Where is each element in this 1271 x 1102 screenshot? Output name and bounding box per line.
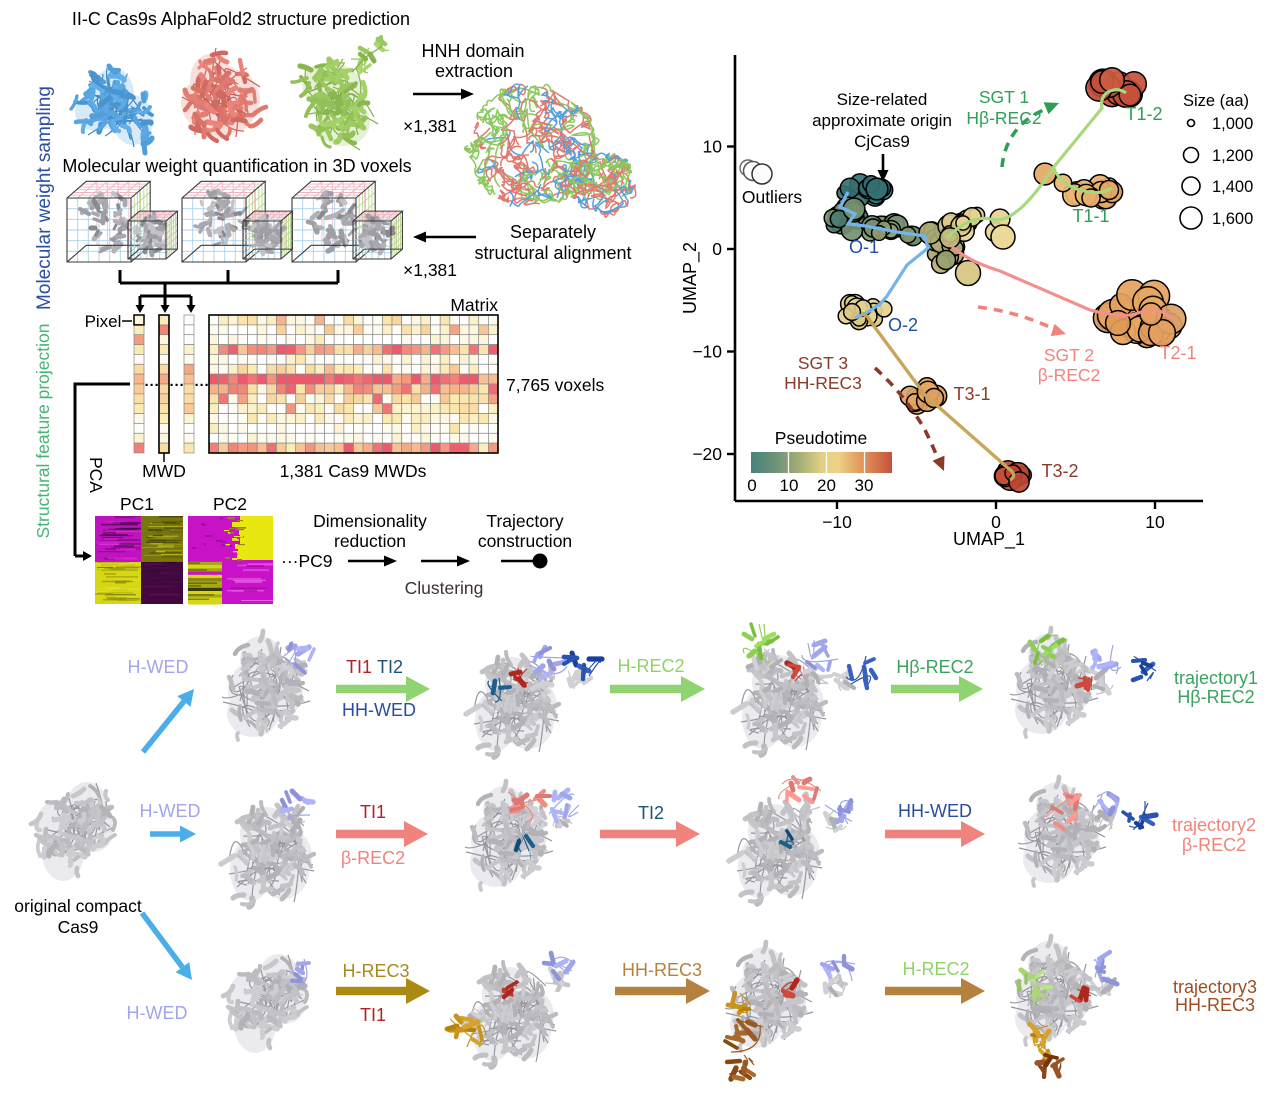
svg-text:TI2: TI2 <box>377 657 403 677</box>
svg-text:1,600: 1,600 <box>1212 210 1253 228</box>
svg-text:···PC9: ···PC9 <box>281 551 333 571</box>
svg-text:PCA: PCA <box>86 457 106 493</box>
svg-text:H-REC3: H-REC3 <box>342 961 409 981</box>
svg-text:Molecular weight sampling: Molecular weight sampling <box>34 86 55 310</box>
svg-text:Pseudotime: Pseudotime <box>775 428 867 448</box>
svg-text:H-REC2: H-REC2 <box>617 656 684 676</box>
svg-text:T3-1: T3-1 <box>953 384 990 404</box>
svg-text:Trajectory: Trajectory <box>486 511 563 531</box>
svg-text:T2-1: T2-1 <box>1159 343 1196 363</box>
svg-text:PC2: PC2 <box>213 494 247 514</box>
svg-text:×1,381: ×1,381 <box>403 116 457 136</box>
svg-text:1,400: 1,400 <box>1212 178 1253 196</box>
svg-text:T1-1: T1-1 <box>1072 206 1109 226</box>
svg-text:TI2: TI2 <box>638 803 664 823</box>
svg-text:7,765 voxels: 7,765 voxels <box>506 375 605 395</box>
svg-text:construction: construction <box>478 531 572 551</box>
svg-text:Outliers: Outliers <box>742 187 803 207</box>
svg-text:HH-WED: HH-WED <box>898 801 972 821</box>
svg-text:O-1: O-1 <box>849 237 879 257</box>
svg-text:O-2: O-2 <box>888 315 918 335</box>
svg-text:UMAP_1: UMAP_1 <box>953 529 1025 550</box>
svg-text:0: 0 <box>747 476 756 495</box>
svg-text:T3-2: T3-2 <box>1041 461 1078 481</box>
svg-text:Size (aa): Size (aa) <box>1183 92 1249 110</box>
svg-text:30: 30 <box>855 476 874 495</box>
svg-text:approximate origin: approximate origin <box>812 111 952 130</box>
svg-text:HH-REC3: HH-REC3 <box>1175 995 1255 1015</box>
svg-text:TI1: TI1 <box>346 657 372 677</box>
svg-text:···: ··· <box>195 377 210 394</box>
svg-text:0: 0 <box>712 239 722 259</box>
svg-text:···: ··· <box>170 377 185 394</box>
svg-text:β-REC2: β-REC2 <box>1038 365 1101 385</box>
svg-text:MWD: MWD <box>142 461 186 481</box>
svg-text:CjCas9: CjCas9 <box>854 132 910 151</box>
svg-text:10: 10 <box>1145 512 1165 532</box>
svg-text:original compact: original compact <box>14 896 142 916</box>
svg-text:Structural feature projection: Structural feature projection <box>33 324 53 539</box>
svg-text:UMAP_2: UMAP_2 <box>680 242 701 314</box>
svg-text:II-C Cas9s AlphaFold2 structur: II-C Cas9s AlphaFold2 structure predicti… <box>72 9 410 29</box>
svg-text:10: 10 <box>780 476 799 495</box>
svg-text:Pixel: Pixel <box>85 312 122 331</box>
svg-text:Hβ-REC2: Hβ-REC2 <box>1177 687 1254 707</box>
svg-text:HH-REC3: HH-REC3 <box>784 373 862 393</box>
svg-text:1,200: 1,200 <box>1212 147 1253 165</box>
svg-text:H-WED: H-WED <box>140 801 201 821</box>
svg-text:H-REC2: H-REC2 <box>902 959 969 979</box>
svg-text:PC1: PC1 <box>120 494 154 514</box>
svg-text:TI1: TI1 <box>360 802 386 822</box>
svg-text:structural alignment: structural alignment <box>474 243 631 263</box>
svg-text:Molecular weight quantificatio: Molecular weight quantification in 3D vo… <box>62 156 411 176</box>
svg-text:1,381 Cas9 MWDs: 1,381 Cas9 MWDs <box>280 461 427 481</box>
svg-text:extraction: extraction <box>435 61 513 81</box>
svg-text:0: 0 <box>991 512 1001 532</box>
svg-text:10: 10 <box>703 137 723 157</box>
svg-text:H-WED: H-WED <box>128 657 189 677</box>
svg-text:HH-WED: HH-WED <box>342 700 416 720</box>
svg-text:β-REC2: β-REC2 <box>1182 835 1246 855</box>
svg-text:T1-2: T1-2 <box>1125 104 1162 124</box>
svg-text:trajectory2: trajectory2 <box>1172 815 1256 835</box>
svg-text:Dimensionality: Dimensionality <box>313 511 427 531</box>
svg-text:···: ··· <box>145 377 160 394</box>
svg-text:Hβ-REC2: Hβ-REC2 <box>896 657 973 677</box>
svg-text:HH-REC3: HH-REC3 <box>622 960 702 980</box>
svg-text:Hβ-REC2: Hβ-REC2 <box>966 108 1041 128</box>
svg-text:HNH domain: HNH domain <box>421 41 524 61</box>
svg-text:SGT 3: SGT 3 <box>798 353 848 373</box>
svg-text:SGT 1: SGT 1 <box>979 87 1029 107</box>
svg-text:20: 20 <box>817 476 836 495</box>
svg-text:trajectory3: trajectory3 <box>1173 977 1257 997</box>
svg-text:Matrix: Matrix <box>450 295 498 315</box>
svg-text:reduction: reduction <box>334 531 406 551</box>
svg-text:×1,381: ×1,381 <box>403 260 457 280</box>
svg-text:Clustering: Clustering <box>405 578 484 598</box>
svg-text:Separately: Separately <box>510 222 596 242</box>
svg-text:β-REC2: β-REC2 <box>341 848 405 868</box>
svg-text:SGT 2: SGT 2 <box>1044 345 1094 365</box>
svg-text:TI1: TI1 <box>360 1005 386 1025</box>
svg-text:Size-related: Size-related <box>837 90 928 109</box>
svg-text:1,000: 1,000 <box>1212 115 1253 133</box>
svg-text:−10: −10 <box>692 342 722 362</box>
svg-text:H-WED: H-WED <box>127 1003 188 1023</box>
svg-text:trajectory1: trajectory1 <box>1174 668 1258 688</box>
svg-text:−10: −10 <box>822 512 852 532</box>
svg-text:−20: −20 <box>692 444 722 464</box>
svg-text:Cas9: Cas9 <box>58 917 99 937</box>
